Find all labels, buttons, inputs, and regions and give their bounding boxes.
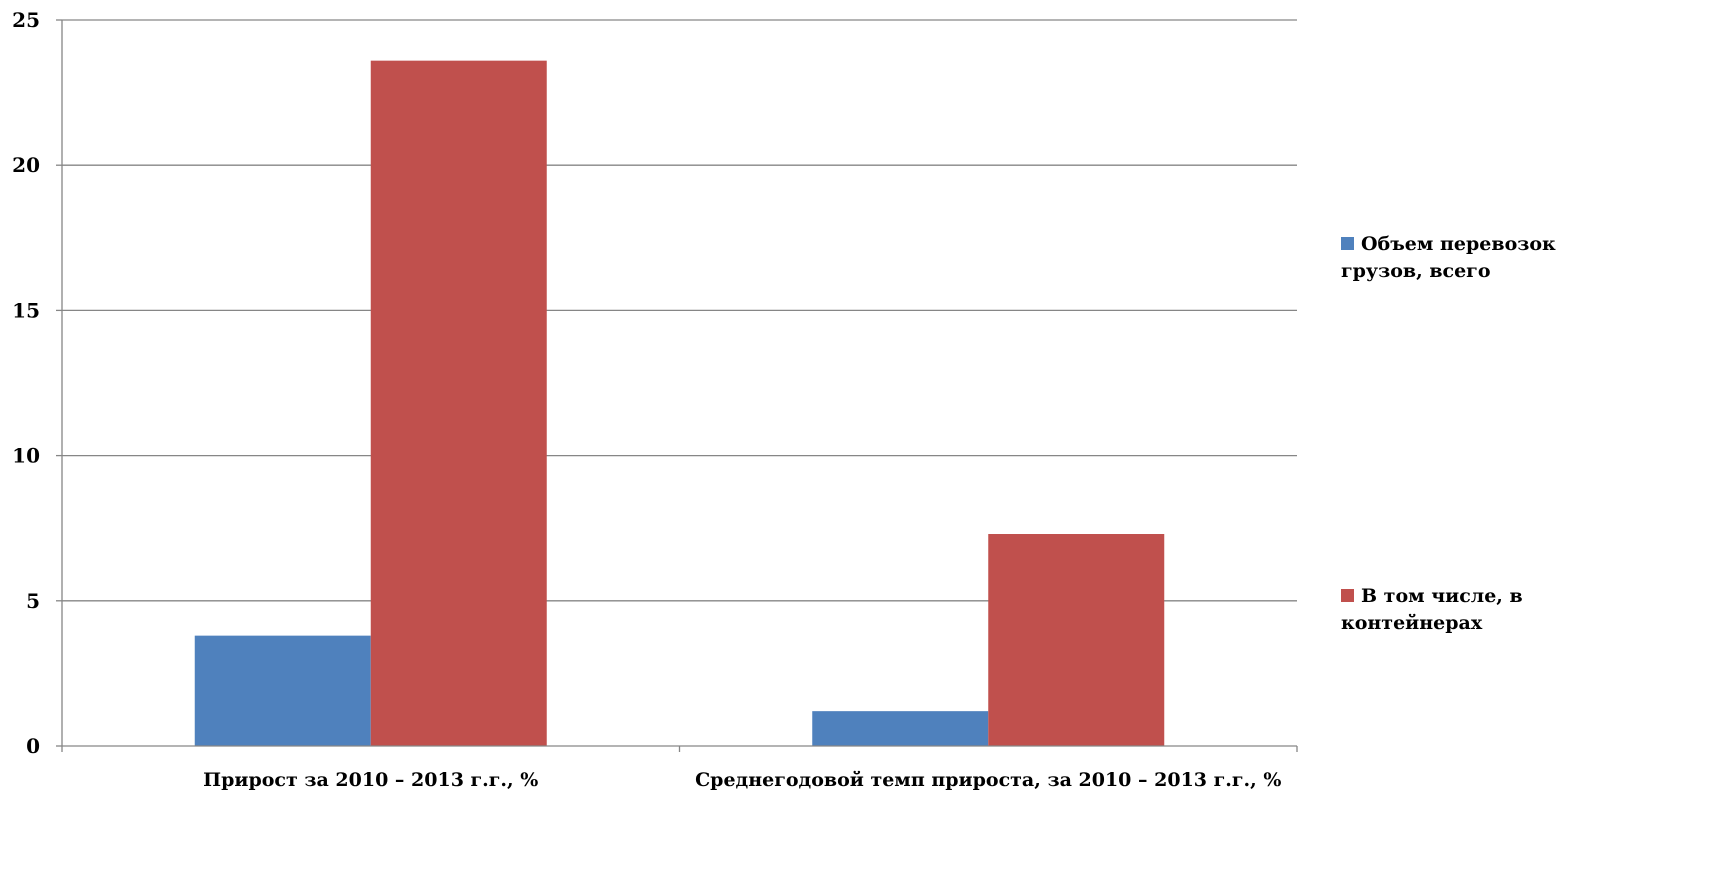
legend-label-line: В том числе, в xyxy=(1361,585,1523,607)
legend-swatch-1 xyxy=(1341,237,1354,250)
bar-series-1-cat-2 xyxy=(812,711,989,746)
x-category-labels: Прирост за 2010 – 2013 г.г., % Среднегодо… xyxy=(203,769,1281,791)
y-tick-labels: 0 5 10 15 20 25 xyxy=(12,8,40,758)
bar-series-2-cat-2 xyxy=(988,534,1165,746)
x-category-label: Среднегодовой темп прироста, за 2010 – 2… xyxy=(695,769,1281,791)
gridlines xyxy=(62,19,1297,602)
bar-series-1-cat-1 xyxy=(194,635,371,746)
x-category-label: Прирост за 2010 – 2013 г.г., % xyxy=(203,769,538,791)
bar-series-2-cat-1 xyxy=(370,60,547,746)
y-tick-label: 10 xyxy=(12,444,40,468)
legend-label-2: В том числе, в контейнерах xyxy=(1341,585,1523,634)
y-tick-label: 0 xyxy=(26,734,40,758)
bars xyxy=(194,60,1165,746)
axes xyxy=(56,19,1298,752)
y-tick-label: 20 xyxy=(12,153,40,177)
legend-swatch-2 xyxy=(1341,589,1354,602)
legend-label-1: Объем перевозок грузов, всего xyxy=(1341,233,1556,282)
y-tick-label: 25 xyxy=(12,8,40,32)
legend-label-line: грузов, всего xyxy=(1341,260,1491,282)
legend-label-line: контейнерах xyxy=(1341,612,1483,634)
y-tick-label: 15 xyxy=(12,298,40,322)
legend-label-line: Объем перевозок xyxy=(1361,233,1556,255)
legend: Объем перевозок грузов, всего В том числе,… xyxy=(1341,233,1556,634)
y-tick-label: 5 xyxy=(26,589,40,613)
